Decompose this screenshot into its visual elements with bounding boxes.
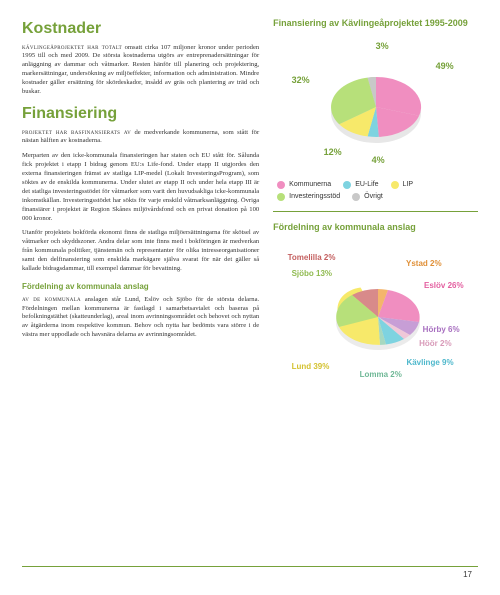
pct-32: 32%	[292, 75, 310, 85]
pct-49: 49%	[436, 61, 454, 71]
lbl-ystad: Ystad 2%	[406, 259, 442, 268]
lbl-hoor: Höör 2%	[419, 339, 451, 348]
chart2-title: Fördelning av kommunala anslag	[273, 222, 478, 233]
legend-label: LIP	[403, 181, 414, 188]
lbl-tomelilla: Tomelilla 2%	[288, 253, 336, 262]
legend-label: EU-Life	[355, 181, 378, 188]
pie-chart-1: 3% 49% 32% 12% 4%	[286, 35, 466, 175]
lbl-horby: Hörby 6%	[423, 325, 460, 334]
legend-label: Investeringsstöd	[289, 193, 340, 200]
lead-in: av de kommunala	[22, 296, 81, 303]
lead-in: projektet har basfinansierats av	[22, 129, 131, 136]
pie-chart-2: Tomelilla 2% Sjöbo 13% Ystad 2% Eslöv 26…	[286, 239, 466, 389]
legend-label: Kommunerna	[289, 181, 331, 188]
legend-label: Övrigt	[364, 193, 383, 200]
swatch-icon	[352, 193, 360, 201]
chart-kommunala: Fördelning av kommunala anslag	[273, 222, 478, 389]
left-column: Kostnader kävlingeåprojektet har totalt …	[22, 18, 259, 399]
heading-finansiering: Finansiering	[22, 103, 259, 125]
divider	[273, 211, 478, 212]
para-fin-1: projektet har basfinansierats av de medv…	[22, 129, 259, 147]
right-column: Finansiering av Kävlingeåprojektet 1995-…	[273, 18, 478, 399]
para-fin-2: Merparten av den icke-kommunala finansie…	[22, 152, 259, 223]
lead-in: kävlingeåprojektet har totalt	[22, 44, 122, 51]
pct-12: 12%	[324, 147, 342, 157]
chart1-title: Finansiering av Kävlingeåprojektet 1995-…	[273, 18, 478, 29]
heading-kostnader: Kostnader	[22, 18, 259, 40]
chart1-legend: Kommunerna EU-Life LIP Investeringsstöd …	[273, 181, 478, 201]
pct-3: 3%	[376, 41, 389, 51]
para-kostnader: kävlingeåprojektet har totalt omsatt cir…	[22, 44, 259, 97]
lbl-kavlinge: Kävlinge 9%	[406, 358, 453, 367]
legend-item: Övrigt	[352, 193, 383, 201]
lbl-lund: Lund 39%	[292, 362, 330, 371]
page: Kostnader kävlingeåprojektet har totalt …	[0, 0, 500, 429]
pct-4: 4%	[372, 155, 385, 165]
lbl-lomma: Lomma 2%	[360, 370, 402, 379]
swatch-icon	[277, 193, 285, 201]
legend-item: Investeringsstöd	[277, 193, 340, 201]
footer-rule	[22, 566, 478, 567]
legend-item: LIP	[391, 181, 414, 189]
pie1-svg	[286, 35, 466, 175]
para-fin-3: Utanför projektets bokförda ekonomi finn…	[22, 229, 259, 273]
para-fordelning: av de kommunala anslagen står Lund, Eslö…	[22, 296, 259, 340]
swatch-icon	[343, 181, 351, 189]
legend-item: Kommunerna	[277, 181, 331, 189]
swatch-icon	[277, 181, 285, 189]
lbl-sjobo: Sjöbo 13%	[292, 269, 332, 278]
lbl-eslov: Eslöv 26%	[424, 281, 464, 290]
page-number: 17	[463, 570, 472, 579]
subhead-fordelning: Fördelning av kommunala anslag	[22, 282, 259, 293]
swatch-icon	[391, 181, 399, 189]
chart-finansiering: Finansiering av Kävlingeåprojektet 1995-…	[273, 18, 478, 201]
legend-item: EU-Life	[343, 181, 378, 189]
